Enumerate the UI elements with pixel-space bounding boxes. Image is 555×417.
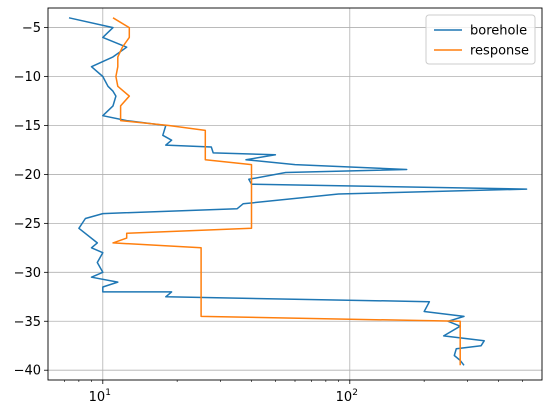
y-tick-label: −20	[14, 168, 41, 183]
legend-box	[425, 14, 536, 65]
y-tick-label: −25	[14, 217, 41, 232]
y-tick-label: −15	[14, 119, 41, 134]
series-line-response	[112, 17, 461, 366]
legend-label-borehole: borehole	[470, 24, 527, 39]
axis-ticks: 101 102 −5 −10 −15 −20 −25 −30 −35 −40	[14, 21, 523, 405]
y-tick-label: −10	[14, 70, 41, 85]
legend-label-response: response	[470, 44, 529, 59]
y-tick-label: −30	[14, 266, 41, 281]
y-tick-label: −40	[14, 364, 41, 379]
x-tick-label: 101	[89, 388, 111, 405]
y-tick-label: −35	[14, 315, 41, 330]
legend: borehole response	[425, 14, 536, 65]
series-line-borehole	[68, 17, 528, 366]
grid	[48, 8, 542, 380]
series-lines	[68, 17, 528, 366]
x-tick-label: 102	[336, 388, 358, 405]
y-tick-label: −5	[22, 21, 41, 36]
